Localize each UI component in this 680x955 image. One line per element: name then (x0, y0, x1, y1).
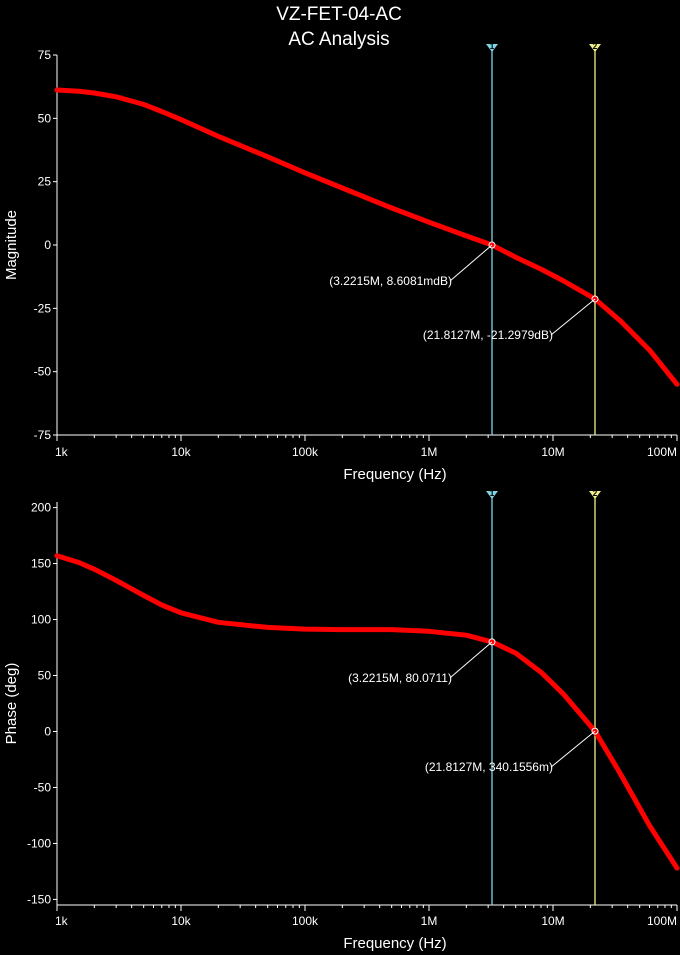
magnitude-trace (54, 87, 680, 387)
phase-y-tick-label: -150 (27, 892, 51, 906)
cursor-2-flag[interactable] (588, 44, 601, 52)
phase-y-tick-label: 150 (31, 557, 51, 571)
phase-y-tick-label: -50 (34, 780, 52, 794)
magnitude-y-tick-label: -50 (34, 365, 52, 379)
magnitude-annotation-leader (449, 244, 493, 282)
cursor-1-flag[interactable] (485, 491, 498, 499)
cursor-2-flag[interactable] (588, 491, 601, 499)
magnitude-y-tick-label: -25 (34, 301, 52, 315)
phase-y-axis-label: Phase (deg) (3, 663, 20, 745)
cursor-1-label: 1 (490, 42, 495, 51)
phase-marker (488, 638, 496, 646)
magnitude-y-tick-label: 25 (38, 175, 52, 189)
phase-annotation-leader (550, 730, 596, 768)
cursor-1-label: 1 (490, 489, 495, 498)
phase-marker (591, 727, 599, 735)
phase-y-tick-label: 200 (31, 501, 51, 515)
phase-y-tick-label: 100 (31, 613, 51, 627)
magnitude-x-axis-label: Frequency (Hz) (343, 466, 446, 483)
phase-x-tick-label: 100k (292, 914, 319, 928)
phase-annotation: (3.2215M, 80.0711) (348, 671, 452, 685)
phase-annotation-leader (449, 641, 493, 679)
cursor-1-flag[interactable] (485, 44, 498, 52)
magnitude-y-tick-label: 75 (38, 48, 52, 62)
magnitude-x-tick-label: 10k (171, 445, 191, 459)
phase-trace (54, 553, 680, 871)
magnitude-x-tick-label: 1M (421, 445, 438, 459)
magnitude-marker (591, 295, 599, 303)
magnitude-y-tick-label: -75 (34, 428, 52, 442)
phase-x-tick-label: 10k (171, 914, 191, 928)
magnitude-y-tick-label: 0 (44, 238, 51, 252)
magnitude-y-tick-label: 50 (38, 111, 52, 125)
phase-y-tick-label: 50 (38, 669, 52, 683)
phase-x-axis-label: Frequency (Hz) (343, 935, 446, 952)
magnitude-annotation: (21.8127M, -21.2979dB) (423, 328, 553, 342)
phase-x-tick-label: 1M (421, 914, 438, 928)
cursor-2-label: 2 (593, 489, 598, 498)
magnitude-marker (488, 241, 496, 249)
phase-y-tick-label: 0 (44, 724, 51, 738)
magnitude-annotation-leader (550, 298, 596, 336)
magnitude-x-tick-label: 100k (292, 445, 319, 459)
magnitude-x-tick-label: 100M (647, 445, 677, 459)
phase-panel: 200 150 100 50 0 -50 -100 -150 1k 10k 100k 1M 10M 100… (3, 489, 680, 952)
magnitude-annotation: (3.2215M, 8.6081mdB) (329, 274, 452, 288)
magnitude-y-axis-label: Magnitude (3, 210, 20, 280)
magnitude-x-tick-label: 1k (55, 445, 69, 459)
phase-x-tick-label: 100M (647, 914, 677, 928)
magnitude-x-tick-label: 10M (541, 445, 564, 459)
chart-title: VZ-FET-04-AC (276, 4, 402, 25)
phase-x-tick-label: 10M (541, 914, 564, 928)
chart-subtitle: AC Analysis (288, 29, 389, 50)
phase-x-tick-label: 1k (55, 914, 69, 928)
phase-annotation: (21.8127M, 340.1556m) (425, 760, 553, 774)
cursor-2-label: 2 (593, 42, 598, 51)
phase-y-tick-label: -100 (27, 836, 51, 850)
